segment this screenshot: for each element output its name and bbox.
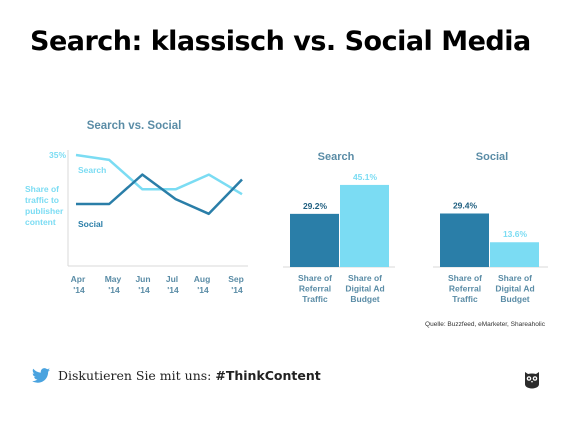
bar-category-label: Share of Referral Traffic — [298, 273, 332, 304]
series-line-search — [75, 153, 243, 196]
twitter-bird-icon[interactable] — [32, 368, 50, 383]
bar — [440, 213, 489, 267]
x-tick-label: May '14 — [105, 274, 122, 295]
hashtag-link[interactable]: #ThinkContent — [215, 368, 321, 383]
bar-category-label: Share of Digital Ad Budget — [495, 273, 534, 304]
page-title: Search: klassisch vs. Social Media — [30, 26, 531, 57]
x-tick-label: Jun '14 — [135, 274, 150, 295]
series-line-social — [76, 173, 243, 216]
x-tick-label: Aug '14 — [194, 274, 211, 295]
footer: Diskutieren Sie mit uns: #ThinkContent — [32, 368, 321, 383]
bar — [340, 184, 389, 267]
series-label-search: Search — [78, 165, 106, 175]
y-axis-label: Share of traffic to publisher content — [25, 184, 64, 227]
y-annotation: 35% — [49, 150, 66, 160]
footer-text: Diskutieren Sie mit uns: #ThinkContent — [58, 368, 321, 383]
x-tick-label: Apr '14 — [71, 274, 86, 295]
bar-group-title: Search — [318, 151, 355, 163]
owl-logo-icon — [525, 372, 539, 389]
bar — [290, 213, 339, 267]
x-tick-label: Sep '14 — [228, 274, 244, 295]
x-tick-label: Jul '14 — [166, 274, 179, 295]
bar-value-label: 29.4% — [453, 200, 478, 210]
bar — [490, 242, 539, 267]
bar-value-label: 29.2% — [303, 201, 328, 211]
bar-value-label: 13.6% — [503, 229, 528, 239]
series-label-social: Social — [78, 219, 103, 229]
bar-group-title: Social — [476, 151, 508, 163]
source-note: Quelle: Buzzfeed, eMarketer, Shareaholic — [425, 321, 545, 328]
bar-category-label: Share of Referral Traffic — [448, 273, 482, 304]
bar-category-label: Share of Digital Ad Budget — [345, 273, 384, 304]
bar-value-label: 45.1% — [353, 172, 378, 182]
line-chart-title: Search vs. Social — [87, 120, 182, 132]
